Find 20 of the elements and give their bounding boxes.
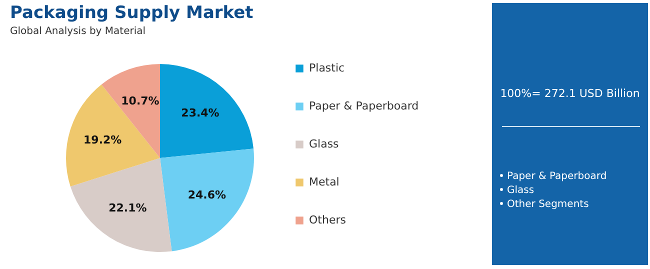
pie-slice — [160, 148, 254, 252]
pie-slice — [160, 64, 254, 158]
data-label: 22.1% — [108, 202, 147, 215]
pie-slice — [70, 158, 172, 252]
legend-label: Others — [309, 214, 346, 226]
text: Glass — [506, 184, 536, 198]
legend-label: Glass — [309, 138, 340, 150]
legend-label: Paper & Paperboard — [309, 100, 419, 112]
legend-label: Metal — [309, 176, 340, 188]
text: Other Segments — [506, 198, 590, 212]
text: 100%= 272.1 USD Billion — [499, 87, 641, 100]
chart-subtitle: Global Analysis by Material — [10, 26, 146, 37]
data-label: 24.6% — [188, 188, 226, 202]
text: Paper & Paperboard — [506, 170, 607, 184]
data-label: 19.2% — [84, 134, 122, 147]
data-label: 10.7% — [121, 94, 160, 108]
legend-label: Plastic — [309, 62, 345, 74]
pie-slice — [66, 84, 160, 186]
chart-title: Packaging Supply Market — [10, 3, 254, 23]
data-label: 23.4% — [181, 106, 220, 120]
